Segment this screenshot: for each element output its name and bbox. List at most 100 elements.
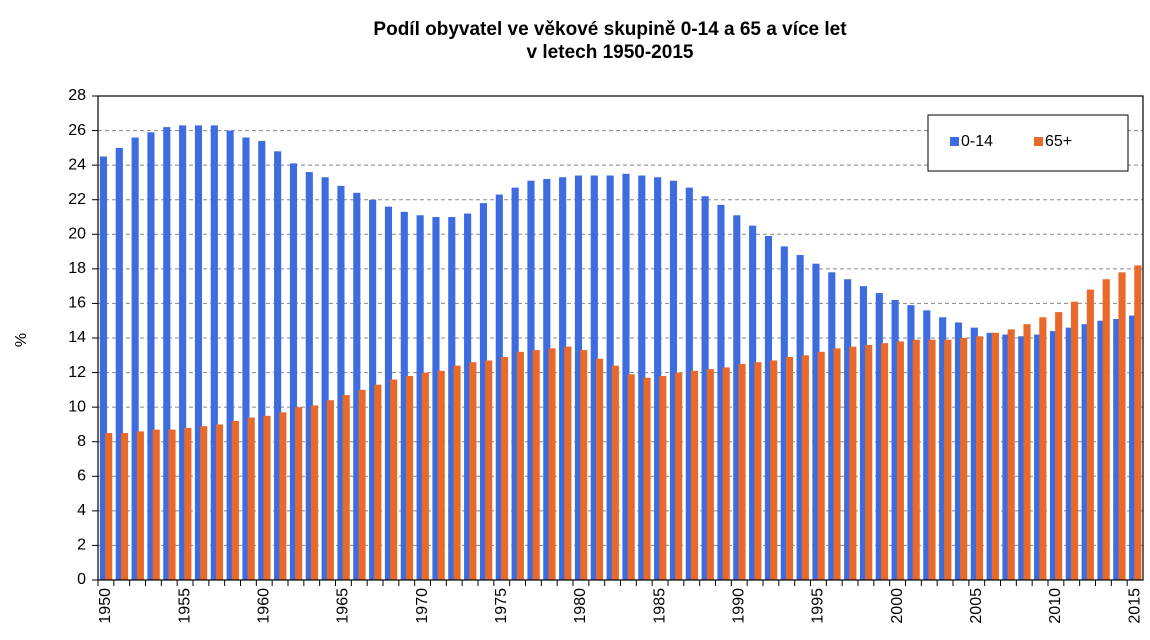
bar xyxy=(817,351,825,580)
bar xyxy=(384,206,393,580)
bar xyxy=(675,372,683,580)
bar xyxy=(574,175,583,580)
legend-label: 65+ xyxy=(1045,133,1072,150)
x-tick-label: 1990 xyxy=(730,588,747,624)
bar xyxy=(939,317,947,580)
bar xyxy=(105,433,113,580)
plot-border xyxy=(97,95,1144,581)
bar xyxy=(975,336,984,580)
bar xyxy=(400,211,408,581)
y-tick-label: 6 xyxy=(77,468,86,485)
bar xyxy=(770,360,778,580)
bar xyxy=(242,137,250,580)
bar xyxy=(305,172,313,581)
bar xyxy=(991,332,999,580)
y-tick-label: 2 xyxy=(77,537,86,554)
bar xyxy=(147,132,155,581)
bar xyxy=(627,374,635,580)
y-tick-label: 28 xyxy=(68,87,86,104)
y-tick-label: 4 xyxy=(77,502,86,519)
bar xyxy=(258,140,266,580)
bar xyxy=(564,346,572,580)
bar xyxy=(986,332,994,580)
bar xyxy=(1018,336,1026,580)
x-tick-label: 1995 xyxy=(810,588,827,624)
legend-box xyxy=(927,114,1129,172)
bar xyxy=(1065,327,1073,580)
bar xyxy=(1007,329,1015,580)
bar xyxy=(690,370,699,580)
bar xyxy=(432,217,440,580)
bar xyxy=(136,431,144,580)
bar xyxy=(448,217,456,580)
bar xyxy=(99,156,108,580)
bar xyxy=(669,180,678,580)
bar xyxy=(231,420,239,580)
bar xyxy=(279,412,287,580)
bar xyxy=(701,196,709,580)
bar xyxy=(548,348,556,580)
x-tick-label: 1980 xyxy=(572,588,589,624)
bar xyxy=(590,175,598,580)
bar xyxy=(464,213,472,581)
bar xyxy=(342,395,350,580)
y-tick-label: 22 xyxy=(68,191,86,208)
bar xyxy=(785,357,794,580)
x-tick-label: 2015 xyxy=(1126,588,1143,624)
bar xyxy=(479,203,488,580)
bar xyxy=(595,358,604,580)
bar xyxy=(1002,334,1010,580)
x-tick-label: 1955 xyxy=(176,588,193,624)
bar xyxy=(353,192,361,581)
bar xyxy=(717,204,725,580)
bar xyxy=(907,305,915,580)
bar xyxy=(812,263,820,580)
bar xyxy=(849,346,857,580)
bar xyxy=(880,343,889,580)
bar xyxy=(532,350,540,580)
bar xyxy=(960,338,968,580)
bar xyxy=(875,293,883,580)
y-tick-label: 20 xyxy=(68,226,86,243)
bar xyxy=(421,372,429,580)
bar xyxy=(405,376,414,580)
x-tick-label: 2000 xyxy=(889,588,906,624)
bar xyxy=(1097,320,1105,580)
legend-swatch xyxy=(1034,137,1043,146)
x-tick-label: 1975 xyxy=(493,588,510,624)
bar xyxy=(321,177,329,580)
bar xyxy=(1086,289,1094,580)
bar xyxy=(844,279,852,580)
bar xyxy=(516,351,524,580)
bar xyxy=(780,246,788,580)
bar xyxy=(706,369,714,580)
y-tick-label: 10 xyxy=(68,398,86,415)
bar xyxy=(1055,312,1063,580)
bar xyxy=(527,180,535,580)
bar xyxy=(485,360,493,580)
bar xyxy=(801,355,809,580)
bar xyxy=(859,286,868,580)
bar xyxy=(247,417,255,580)
bar xyxy=(912,339,920,580)
bar xyxy=(263,415,271,580)
bar xyxy=(295,407,303,580)
x-tick-label: 1960 xyxy=(255,588,272,624)
y-tick-label: 18 xyxy=(68,260,86,277)
bar xyxy=(369,199,377,580)
bar xyxy=(163,127,171,580)
bar xyxy=(337,185,345,580)
bar xyxy=(611,365,619,580)
bar xyxy=(764,236,773,580)
bar xyxy=(944,339,952,580)
bar xyxy=(168,429,176,580)
bar xyxy=(580,350,588,580)
y-axis-label: % xyxy=(13,333,30,347)
bar xyxy=(374,384,382,580)
legend-label: 0-14 xyxy=(961,133,993,150)
bar xyxy=(274,151,282,581)
bar xyxy=(559,177,567,580)
bar xyxy=(1102,279,1110,580)
y-tick-label: 0 xyxy=(77,571,86,588)
